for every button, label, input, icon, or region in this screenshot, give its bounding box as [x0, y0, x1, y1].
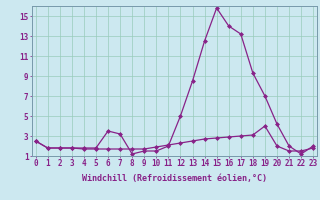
X-axis label: Windchill (Refroidissement éolien,°C): Windchill (Refroidissement éolien,°C) [82, 174, 267, 183]
